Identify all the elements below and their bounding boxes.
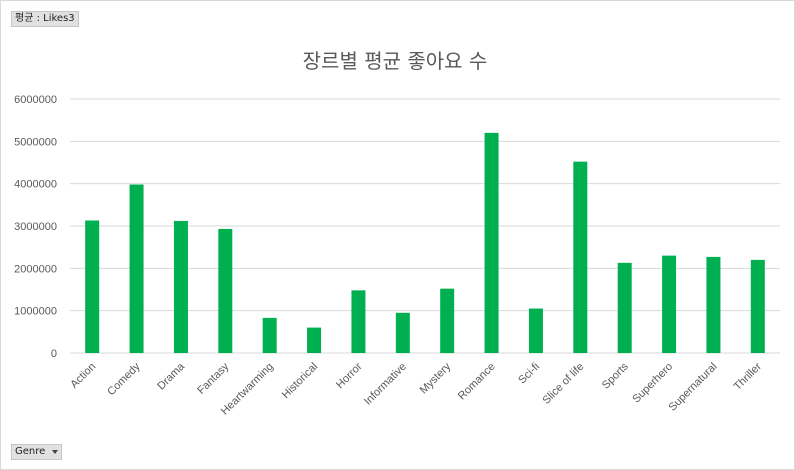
y-tick-label: 5000000 bbox=[14, 136, 57, 148]
x-tick-label: Sports bbox=[600, 360, 631, 391]
x-tick-label: Historical bbox=[280, 361, 320, 401]
bar-action bbox=[85, 220, 100, 353]
genre-filter-button[interactable]: Genre bbox=[11, 444, 63, 460]
bar-horror bbox=[351, 290, 366, 353]
bar-informative bbox=[395, 312, 410, 353]
x-tick-label: Superhero bbox=[630, 361, 675, 406]
y-axis-ticks: 0 1000000 2000000 3000000 4000000 5000000 6000… bbox=[14, 94, 57, 360]
y-tick-label: 0 bbox=[51, 348, 57, 360]
y-tick-label: 2000000 bbox=[14, 263, 57, 275]
gridlines bbox=[70, 98, 780, 354]
x-tick-label: Horror bbox=[334, 360, 365, 391]
chart-title: 장르별 평균 좋아요 수 bbox=[303, 49, 488, 73]
y-tick-label: 1000000 bbox=[14, 306, 57, 318]
value-field-label: 평균 : Likes3 bbox=[15, 13, 75, 24]
y-tick-label: 4000000 bbox=[14, 179, 57, 191]
bar-fantasy bbox=[218, 228, 233, 353]
bar-sci-fi bbox=[528, 308, 543, 353]
bar-thriller bbox=[750, 259, 765, 353]
dropdown-arrow-icon[interactable] bbox=[52, 450, 59, 454]
x-tick-label: Romance bbox=[456, 361, 498, 403]
y-tick-label: 3000000 bbox=[14, 221, 57, 233]
bar-heartwarming bbox=[262, 317, 277, 353]
x-tick-label: Slice of life bbox=[540, 361, 586, 407]
y-tick-label: 6000000 bbox=[14, 94, 57, 106]
x-tick-label: Comedy bbox=[105, 360, 143, 398]
x-tick-label: Thriller bbox=[732, 360, 764, 392]
bar-historical bbox=[307, 327, 322, 353]
bar-comedy bbox=[129, 184, 144, 353]
x-tick-label: Action bbox=[68, 361, 98, 391]
x-tick-label: Drama bbox=[155, 360, 187, 392]
bar-mystery bbox=[440, 288, 455, 353]
value-field-button[interactable]: 평균 : Likes3 bbox=[11, 11, 79, 27]
x-tick-label: Sci-fi bbox=[516, 361, 542, 387]
bars bbox=[85, 132, 765, 353]
bar-sports bbox=[617, 262, 632, 353]
bar-romance bbox=[484, 132, 499, 353]
x-tick-label: Informative bbox=[362, 361, 409, 408]
x-tick-label: Mystery bbox=[418, 360, 454, 396]
x-tick-label: Fantasy bbox=[195, 360, 232, 397]
bar-supernatural bbox=[706, 256, 721, 353]
bar-drama bbox=[173, 220, 188, 353]
bar-slice-of-life bbox=[573, 161, 588, 353]
bar-superhero bbox=[662, 255, 677, 353]
genre-filter-label: Genre bbox=[15, 446, 46, 457]
